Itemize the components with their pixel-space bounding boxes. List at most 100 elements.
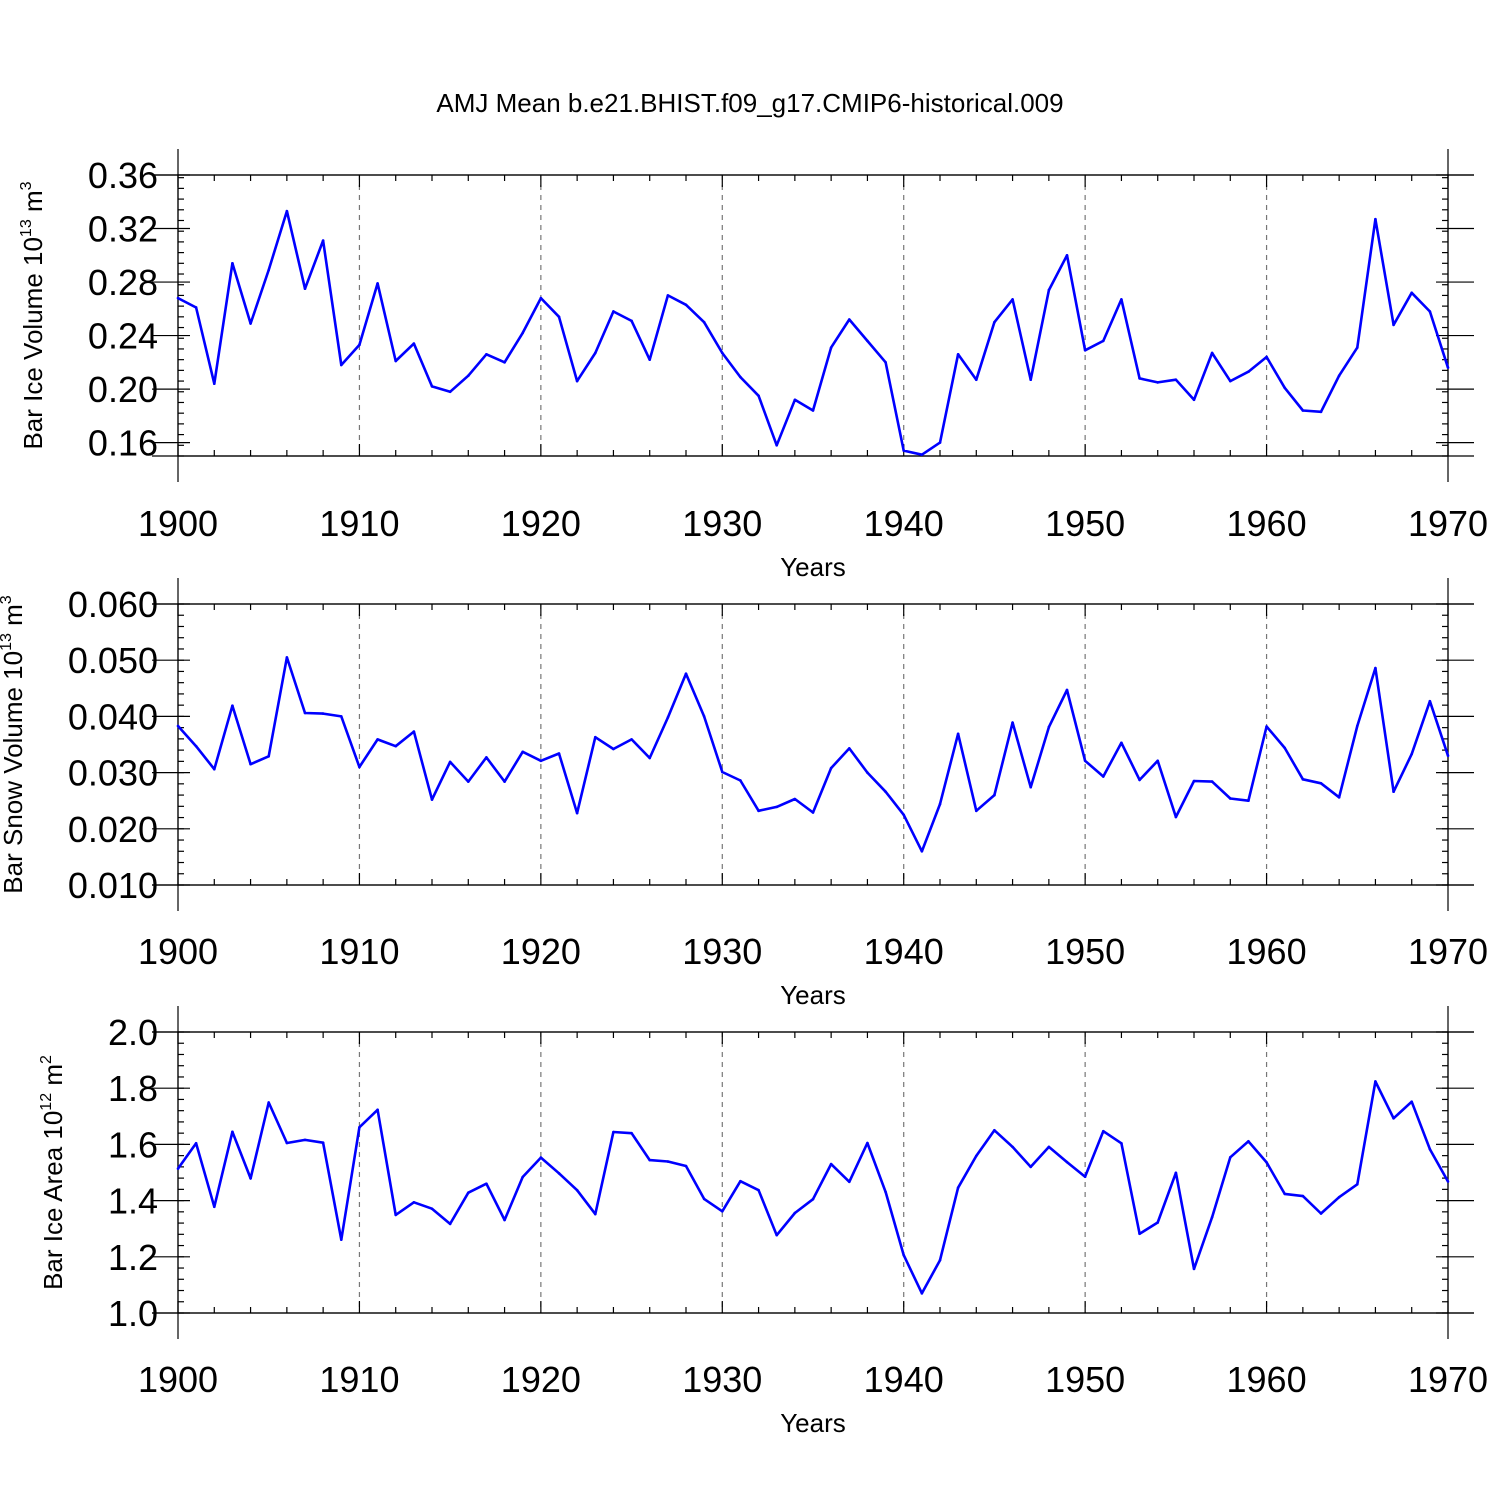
data-point-1928 bbox=[684, 303, 688, 307]
data-point-1907 bbox=[303, 711, 307, 715]
data-point-1947 bbox=[1029, 378, 1033, 382]
data-point-1968 bbox=[1410, 1100, 1414, 1103]
data-point-1931 bbox=[739, 1179, 742, 1183]
data-point-1900 bbox=[176, 1167, 180, 1170]
x-tick-label-1950: 1950 bbox=[1045, 931, 1125, 972]
x-tick-label-1970: 1970 bbox=[1408, 931, 1488, 972]
data-point-1947 bbox=[1029, 1165, 1033, 1169]
data-point-1948 bbox=[1047, 288, 1051, 292]
data-point-1927 bbox=[666, 294, 670, 297]
data-point-1933 bbox=[775, 805, 779, 809]
data-point-1949 bbox=[1065, 253, 1069, 257]
data-point-1945 bbox=[993, 1129, 996, 1132]
data-point-1970 bbox=[1446, 754, 1450, 758]
data-point-1912 bbox=[394, 359, 398, 363]
data-point-1955 bbox=[1174, 815, 1178, 819]
data-point-1932 bbox=[757, 394, 760, 398]
data-point-1945 bbox=[993, 793, 996, 797]
data-point-1953 bbox=[1138, 377, 1141, 380]
data-point-1924 bbox=[612, 310, 615, 313]
data-point-1965 bbox=[1355, 346, 1359, 349]
x-tick-label-1940: 1940 bbox=[864, 931, 944, 972]
x-tick-label-1970: 1970 bbox=[1408, 1359, 1488, 1400]
data-point-1934 bbox=[793, 398, 797, 402]
data-point-1920 bbox=[539, 296, 543, 300]
data-point-1903 bbox=[231, 262, 234, 265]
data-point-1938 bbox=[866, 1141, 869, 1145]
data-point-1922 bbox=[575, 379, 579, 383]
data-point-1960 bbox=[1265, 355, 1268, 359]
data-point-1969 bbox=[1428, 310, 1432, 313]
data-point-1909 bbox=[339, 363, 343, 367]
plot-frame bbox=[177, 1031, 1449, 1314]
panel-ice-area: 1900 1910 1920 1930 1940 1950 1960 1970 Years 1.0… bbox=[38, 1006, 1488, 1438]
data-point-1954 bbox=[1156, 759, 1160, 763]
x-axis-title: Years bbox=[780, 552, 846, 582]
y-tick-label: 0.050 bbox=[68, 640, 158, 681]
data-point-1925 bbox=[630, 738, 633, 741]
x-tick-label-1920: 1920 bbox=[501, 503, 581, 544]
data-point-1967 bbox=[1392, 790, 1395, 794]
data-point-1916 bbox=[466, 780, 470, 783]
data-point-1962 bbox=[1301, 1194, 1305, 1198]
data-point-1916 bbox=[466, 1191, 470, 1195]
data-point-1934 bbox=[793, 797, 797, 801]
plot-frame bbox=[177, 603, 1449, 886]
data-point-1916 bbox=[466, 374, 470, 378]
series-line-snow-volume bbox=[177, 656, 1450, 853]
x-tick-label-1900: 1900 bbox=[138, 503, 218, 544]
data-point-1924 bbox=[612, 1130, 615, 1134]
data-point-1969 bbox=[1428, 699, 1432, 703]
data-point-1943 bbox=[956, 1186, 960, 1189]
data-point-1961 bbox=[1283, 1192, 1287, 1196]
data-point-1907 bbox=[303, 1138, 307, 1142]
data-point-1920 bbox=[539, 759, 543, 763]
data-point-1939 bbox=[884, 1190, 887, 1194]
y-tick-label: 0.32 bbox=[88, 209, 158, 250]
data-point-1902 bbox=[212, 767, 216, 771]
data-point-1910 bbox=[358, 343, 361, 347]
data-point-1921 bbox=[557, 1172, 561, 1175]
data-point-1956 bbox=[1192, 398, 1196, 402]
data-point-1969 bbox=[1428, 1147, 1432, 1151]
data-point-1967 bbox=[1392, 1116, 1395, 1120]
data-point-1967 bbox=[1392, 323, 1395, 327]
x-tick-label-1940: 1940 bbox=[864, 503, 944, 544]
data-point-1949 bbox=[1065, 688, 1069, 692]
data-point-1937 bbox=[847, 747, 851, 750]
data-point-1923 bbox=[593, 351, 597, 355]
data-point-1957 bbox=[1210, 780, 1214, 783]
data-point-1917 bbox=[485, 1182, 488, 1186]
data-point-1930 bbox=[720, 351, 724, 355]
data-point-1950 bbox=[1083, 1175, 1087, 1179]
data-point-1944 bbox=[974, 378, 978, 382]
x-tick-label-1940: 1940 bbox=[864, 1359, 944, 1400]
y-axis-title: Bar Ice Area 1012 m2 bbox=[38, 1055, 68, 1290]
data-point-1908 bbox=[321, 1141, 325, 1145]
data-point-1966 bbox=[1374, 666, 1377, 670]
series-line-ice-area bbox=[176, 1080, 1450, 1295]
data-point-1939 bbox=[884, 361, 887, 364]
data-point-1913 bbox=[412, 730, 416, 733]
data-point-1949 bbox=[1065, 1160, 1069, 1164]
y-tick-label: 0.36 bbox=[88, 155, 158, 196]
data-point-1958 bbox=[1228, 797, 1232, 800]
data-point-1970 bbox=[1446, 366, 1450, 369]
data-point-1943 bbox=[956, 732, 960, 736]
data-point-1917 bbox=[485, 756, 488, 759]
data-point-1947 bbox=[1029, 785, 1033, 789]
data-point-1931 bbox=[739, 375, 742, 379]
data-point-1964 bbox=[1337, 1195, 1341, 1199]
data-point-1924 bbox=[612, 747, 615, 751]
data-point-1903 bbox=[231, 1130, 234, 1134]
data-point-1935 bbox=[811, 1197, 815, 1201]
x-tick-label-1930: 1930 bbox=[682, 931, 762, 972]
y-tick-label: 0.020 bbox=[68, 809, 158, 850]
x-axis-title: Years bbox=[780, 1408, 846, 1438]
data-point-1905 bbox=[267, 755, 271, 758]
data-point-1962 bbox=[1301, 409, 1305, 412]
data-point-1926 bbox=[648, 756, 652, 760]
data-point-1918 bbox=[503, 361, 506, 364]
data-point-1958 bbox=[1228, 1156, 1232, 1159]
